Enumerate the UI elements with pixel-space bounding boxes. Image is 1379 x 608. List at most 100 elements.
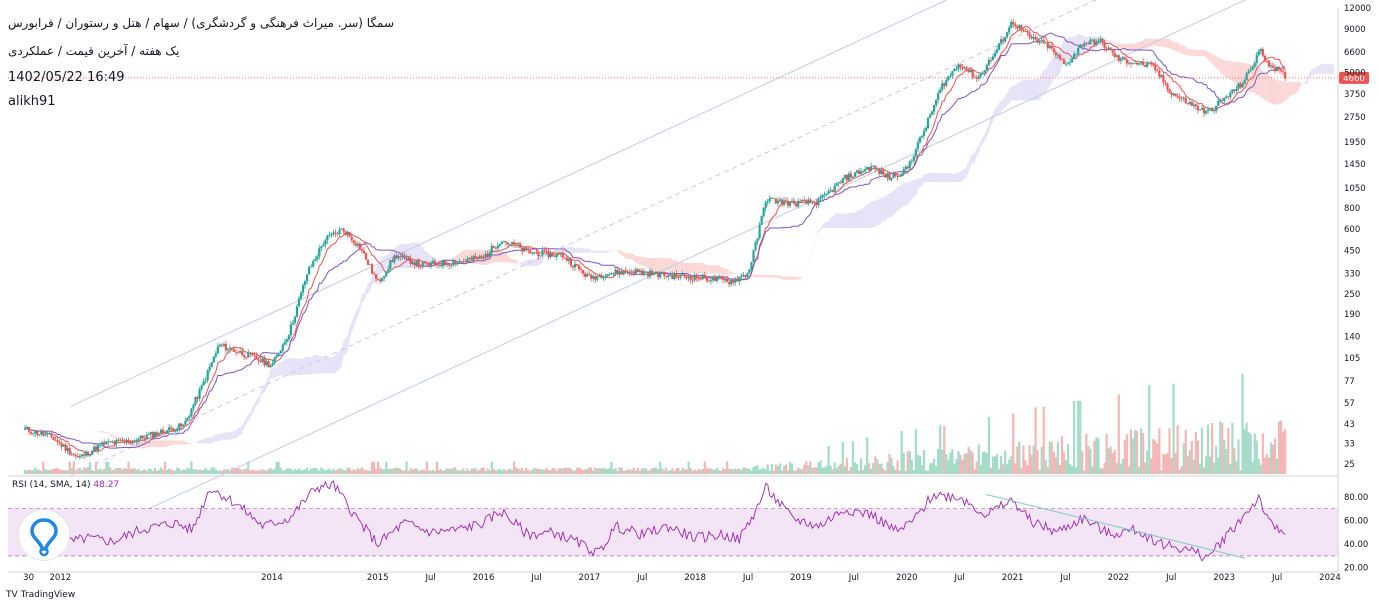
cloud-segment [658, 257, 661, 272]
cloud-segment [942, 173, 945, 183]
cloud-segment [966, 161, 969, 177]
volume-bar [289, 468, 292, 474]
cloud-segment [850, 212, 853, 228]
candle-body [703, 274, 706, 278]
candle-body [1184, 97, 1187, 104]
volume-bar [76, 468, 79, 474]
candle-body [153, 432, 157, 438]
candle-body [439, 264, 443, 267]
candle-body [1168, 88, 1171, 94]
volume-bar [977, 444, 980, 474]
candle-body [1048, 45, 1051, 49]
cloud-segment [1011, 85, 1014, 101]
cloud-segment [185, 441, 188, 445]
volume-bar [616, 470, 619, 474]
candle-body [1247, 71, 1250, 74]
volume-bar [253, 470, 256, 474]
cloud-segment [485, 250, 488, 265]
volume-bar [356, 468, 359, 474]
candle-body [991, 56, 995, 61]
candle-body [111, 441, 114, 443]
volume-bar [590, 467, 593, 474]
volume-bar [1024, 460, 1027, 474]
cloud-segment [875, 199, 878, 228]
channel-lower-line [70, 0, 1247, 546]
candle-body [1255, 55, 1258, 63]
rsi-legend[interactable]: RSI (14, SMA, 14) 48.27 [12, 480, 119, 490]
volume-bar [115, 467, 118, 474]
cloud-segment [260, 387, 263, 399]
candle-body [604, 276, 607, 278]
cloud-segment [968, 156, 971, 172]
candle-body [399, 256, 402, 257]
volume-bar [332, 468, 335, 474]
candle-body [1133, 62, 1137, 64]
cloud-segment [534, 259, 537, 267]
volume-bar [959, 454, 962, 474]
volume-bar [257, 470, 260, 474]
volume-bar [896, 460, 899, 474]
volume-bar [1016, 446, 1019, 474]
cloud-segment [603, 250, 606, 253]
volume-bar [695, 470, 698, 474]
volume-bar [1245, 422, 1248, 474]
volume-bar [809, 461, 812, 474]
volume-bar [330, 470, 333, 474]
cloud-segment [958, 172, 961, 183]
volume-bar [1251, 461, 1254, 474]
candle-body [1188, 101, 1191, 105]
cloud-segment [1260, 68, 1263, 99]
cloud-segment [303, 357, 306, 375]
candle-body [575, 263, 579, 266]
volume-bar [945, 453, 948, 474]
candle-body [880, 170, 883, 174]
volume-bar [476, 470, 479, 474]
cloud-segment [1003, 96, 1006, 110]
cloud-segment [1068, 37, 1071, 61]
volume-bar [417, 470, 420, 474]
cloud-segment [351, 316, 354, 333]
candle-body [581, 269, 585, 274]
cloud-segment [189, 443, 192, 445]
volume-bar [1148, 385, 1151, 474]
cloud-segment [583, 247, 586, 253]
candle-body [1190, 101, 1193, 106]
cloud-segment [104, 431, 107, 434]
candle-body [709, 280, 713, 282]
cloud-segment [179, 440, 182, 445]
candle-body [786, 201, 790, 206]
candle-body [1170, 93, 1173, 96]
volume-bar [575, 467, 579, 474]
cloud-segment [1277, 80, 1280, 105]
cloud-segment [1175, 42, 1178, 52]
volume-bar [220, 470, 223, 474]
tradingview-brand[interactable]: TV TradingView [6, 590, 75, 600]
cloud-segment [1074, 35, 1077, 59]
cloud-segment [503, 252, 506, 263]
candle-body [322, 244, 325, 247]
cloud-segment [536, 258, 539, 267]
candle-body [431, 260, 435, 263]
volume-bar [348, 468, 351, 474]
candle-body [470, 258, 473, 260]
candle-body [1036, 39, 1039, 43]
candle-body [279, 350, 282, 354]
cloud-segment [755, 274, 758, 278]
candle-body [945, 80, 948, 86]
author-name: alikh91 [8, 94, 56, 109]
candle-body [1227, 96, 1230, 98]
candle-body [143, 438, 146, 439]
cloud-segment [207, 437, 210, 444]
volume-bar [498, 468, 501, 474]
volume-bar [237, 467, 240, 474]
volume-bar [324, 470, 327, 474]
cloud-segment [1045, 65, 1048, 94]
volume-bar [533, 467, 536, 474]
volume-bar [265, 470, 268, 474]
volume-bar [663, 470, 666, 474]
cloud-segment [530, 259, 533, 267]
volume-bar [299, 470, 303, 474]
candle-body [588, 274, 591, 276]
cloud-segment [1165, 38, 1168, 48]
price-tick-label: 450 [1344, 246, 1360, 256]
